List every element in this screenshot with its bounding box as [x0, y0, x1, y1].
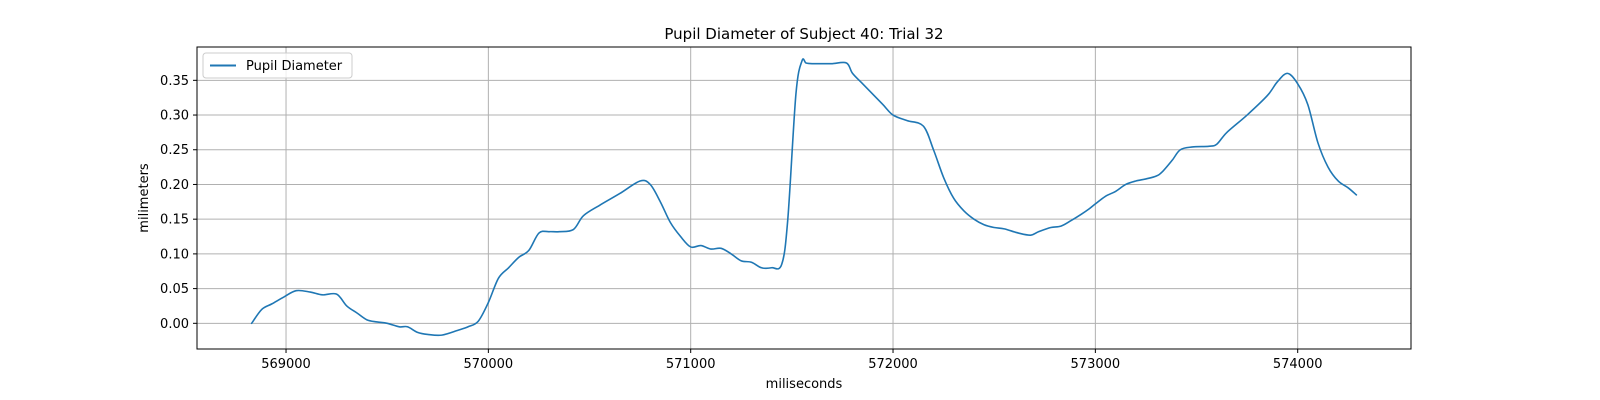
series-line-pupil-diameter	[250, 58, 1358, 337]
legend-label-pupil-diameter: Pupil Diameter	[246, 59, 343, 74]
y-tick-label: 0.10	[160, 247, 189, 262]
tick-layer: 569000 570000 571000 572000 573000 574000 0.00…	[160, 74, 1322, 372]
y-tick-label: 0.05	[160, 282, 189, 297]
legend: Pupil Diameter	[202, 52, 353, 79]
legend-box	[202, 52, 353, 79]
grid-layer	[197, 47, 1411, 349]
y-axis-title: milimeters	[137, 163, 152, 233]
chart-title: Pupil Diameter of Subject 40: Trial 32	[664, 25, 943, 43]
x-tick-label: 574000	[1273, 357, 1323, 372]
x-tick-label: 569000	[261, 357, 311, 372]
plot-frame	[196, 46, 1412, 350]
y-tick-label: 0.00	[160, 317, 189, 332]
y-tick-label: 0.25	[160, 143, 189, 158]
y-tick-label: 0.35	[160, 74, 189, 89]
x-tick-label: 573000	[1071, 357, 1121, 372]
y-tick-label: 0.30	[160, 109, 189, 124]
x-tick-label: 571000	[666, 357, 716, 372]
y-tick-label: 0.15	[160, 213, 189, 228]
x-tick-label: 572000	[868, 357, 918, 372]
series-layer	[250, 58, 1358, 337]
x-tick-label: 570000	[464, 357, 514, 372]
x-axis-title: miliseconds	[766, 377, 843, 392]
y-tick-label: 0.20	[160, 178, 189, 193]
